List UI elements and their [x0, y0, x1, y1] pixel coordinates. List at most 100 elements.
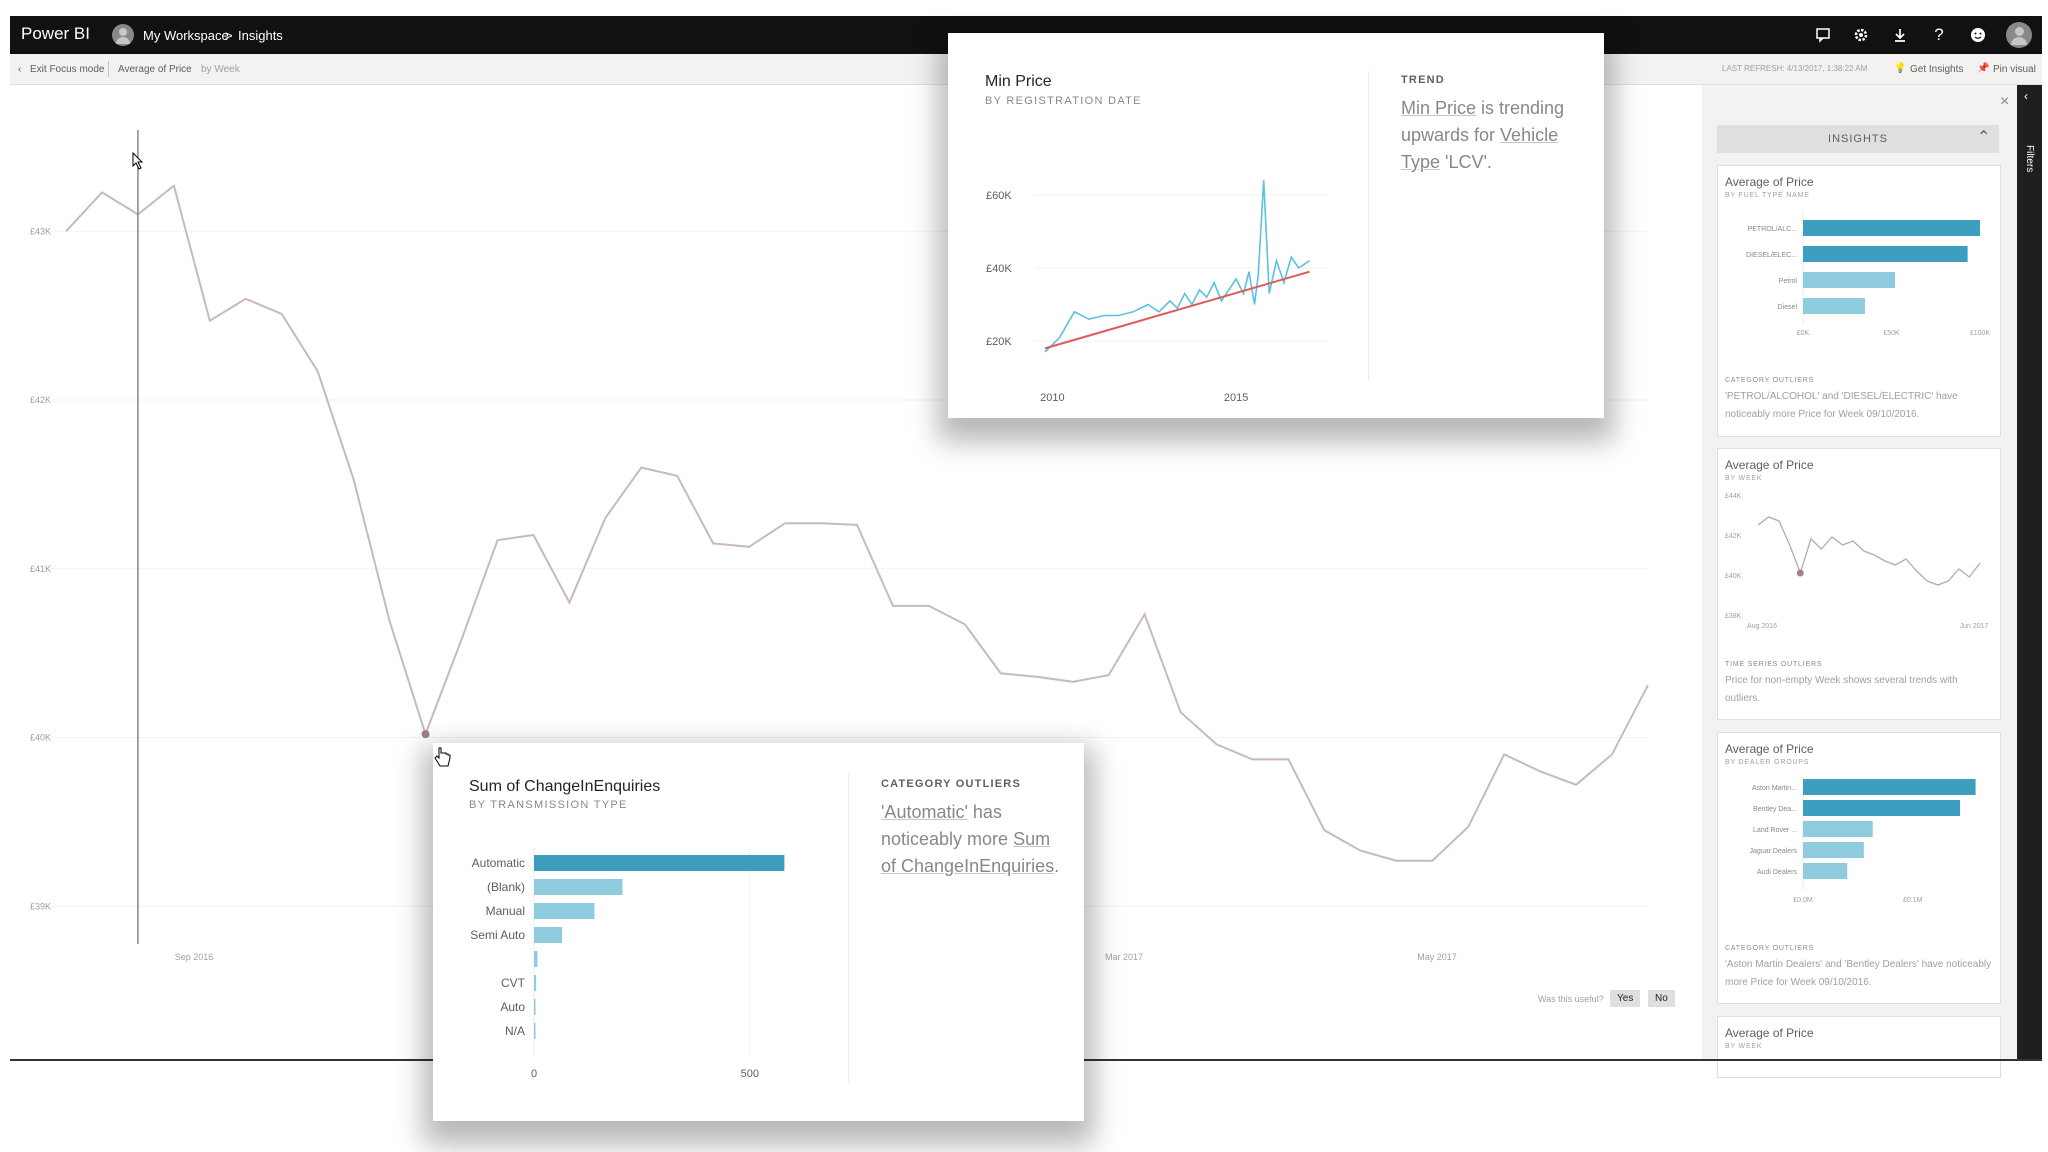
outlier-card-subtitle: BY TRANSMISSION TYPE: [469, 799, 628, 811]
category-label: DIESEL/ELEC...: [1746, 252, 1797, 259]
insight-card-week[interactable]: Average of Price BY WEEK £44K £42K £40K £38…: [1717, 448, 2001, 720]
category-label: Aston Martin...: [1752, 785, 1797, 792]
category-label: Manual: [486, 904, 525, 918]
insight-card-fuel-type[interactable]: Average of Price BY FUEL TYPE NAME PETRO…: [1717, 165, 2001, 437]
y-tick-label: £44K: [1725, 493, 1742, 500]
bar: [1803, 863, 1848, 879]
divider: [108, 61, 109, 77]
y-tick-label: £60K: [986, 190, 1012, 202]
feedback-no-button[interactable]: No: [1648, 990, 1675, 1007]
breadcrumb-page[interactable]: Insights: [238, 28, 283, 43]
focused-visual-title: Average of Price: [118, 64, 192, 75]
trend-insight-card[interactable]: Min Price BY REGISTRATION DATE £60K £40K £…: [948, 33, 1604, 418]
x-tick-label: £0.1M: [1903, 897, 1923, 903]
help-icon[interactable]: ?: [1934, 25, 1944, 44]
outlier-card-title: Sum of ChangeInEnquiries: [469, 778, 661, 795]
insight-term-measure[interactable]: Min Price: [1401, 98, 1477, 118]
week-series-line: [1757, 516, 1981, 586]
week-line-chart: £44K £42K £40K £38K Aug 2016 Jun 2017: [1725, 493, 1989, 630]
bar: [534, 975, 537, 991]
category-label: Automatic: [472, 856, 525, 870]
insight-card-week-2[interactable]: Average of Price BY WEEK: [1717, 1016, 2001, 1078]
x-tick-label: £0.0M: [1793, 897, 1813, 903]
bar: [1803, 220, 1980, 236]
card-divider: [1368, 71, 1369, 381]
bar: [534, 927, 563, 943]
bar: [534, 879, 623, 895]
min-price-series-line: [1044, 180, 1311, 353]
bar: [534, 1023, 536, 1039]
pin-visual-button[interactable]: Pin visual: [1993, 64, 2036, 75]
y-tick-label: £41K: [30, 564, 51, 574]
transmission-bar-chart: Automatic (Blank) Manual Semi Auto CVT Auto N/…: [470, 848, 785, 1080]
category-outlier-card[interactable]: Sum of ChangeInEnquiries BY TRANSMISSION…: [433, 743, 1084, 1121]
bar: [1803, 821, 1873, 837]
x-tick-label: Aug 2016: [1747, 623, 1777, 630]
filters-label[interactable]: Filters: [2024, 145, 2035, 173]
bar: [1803, 298, 1865, 314]
outlier-insight-text: 'Automatic' has noticeably more Sum of C…: [881, 799, 1061, 880]
back-chevron-icon[interactable]: ‹: [18, 64, 22, 75]
pin-icon[interactable]: 📌: [1977, 63, 1990, 74]
smiley-icon[interactable]: [1965, 22, 1991, 48]
was-this-useful-label: Was this useful?: [1538, 994, 1604, 1004]
outlier-point: [421, 730, 430, 739]
trend-line: [1044, 270, 1310, 350]
insight-term-category[interactable]: 'Automatic': [881, 802, 968, 822]
insight-term-measure[interactable]: Sum of ChangeInEnquiries: [881, 829, 1055, 876]
x-tick-label: Mar 2017: [1105, 952, 1143, 962]
x-tick-label: £50K: [1883, 330, 1900, 336]
category-label: Jaguar Dealers: [1750, 848, 1798, 855]
bar: [534, 855, 785, 871]
category-label: Bentley Dea...: [1753, 806, 1797, 813]
x-tick-label: £0K: [1797, 330, 1810, 336]
category-label: Land Rover ...: [1753, 827, 1797, 834]
outlier-insight-header: CATEGORY OUTLIERS: [881, 778, 1021, 790]
get-insights-button[interactable]: Get Insights: [1910, 64, 1964, 75]
expand-chevron-icon[interactable]: ‹: [2024, 89, 2028, 103]
insight-text-fragment: 'LCV'.: [1440, 152, 1492, 172]
gear-icon[interactable]: [1848, 22, 1874, 48]
hand-cursor-icon: [434, 747, 451, 767]
bar: [1803, 246, 1968, 262]
insight-card-outlier-header: CATEGORY OUTLIERS: [1725, 377, 1815, 384]
bar: [1803, 842, 1864, 858]
avatar-icon[interactable]: [2006, 22, 2032, 48]
chat-icon[interactable]: [1810, 22, 1836, 48]
price-series-line: [65, 183, 1649, 862]
lightbulb-icon[interactable]: 💡: [1894, 63, 1907, 74]
insights-header[interactable]: INSIGHTS ⌃: [1717, 125, 1999, 153]
download-icon[interactable]: [1887, 22, 1913, 48]
bar: [1803, 800, 1961, 816]
bar: [1803, 779, 1976, 795]
dealer-groups-bar-chart: Aston Martin... Bentley Dea... Land Rover …: [1750, 777, 1976, 903]
insight-term-field[interactable]: Vehicle Type: [1401, 125, 1559, 172]
last-refresh: LAST REFRESH: 4/13/2017, 1:38:22 AM: [1722, 64, 1868, 73]
insight-card-dealer-groups[interactable]: Average of Price BY DEALER GROUPS Aston …: [1717, 732, 2001, 1004]
insight-card-description: Price for non-empty Week shows several t…: [1725, 675, 1958, 704]
insight-text-fragment: .: [1054, 856, 1060, 876]
workspace-avatar-icon: [112, 24, 134, 46]
y-tick-label: £40K: [986, 263, 1012, 275]
insight-card-subtitle: BY WEEK: [1725, 475, 1763, 482]
category-label: Diesel: [1778, 304, 1798, 311]
breadcrumb-workspace[interactable]: My Workspace: [143, 28, 229, 43]
close-icon[interactable]: ×: [2000, 93, 2010, 110]
bar: [1803, 272, 1896, 288]
x-tick-label: £100K: [1970, 330, 1991, 336]
category-label: N/A: [505, 1024, 525, 1038]
category-label: PETROL/ALC...: [1748, 226, 1797, 233]
feedback-yes-button[interactable]: Yes: [1610, 990, 1641, 1007]
filters-pane-collapsed[interactable]: ‹ Filters: [2017, 85, 2042, 1059]
category-label: CVT: [501, 976, 526, 990]
app-name[interactable]: Power BI: [21, 24, 90, 43]
exit-focus-mode-button[interactable]: Exit Focus mode: [30, 64, 105, 75]
y-tick-label: £20K: [986, 336, 1012, 348]
insight-card-title: Average of Price: [1725, 458, 1814, 472]
insight-text-fragment: is trending upwards for: [1401, 98, 1565, 145]
trend-insight-header: TREND: [1401, 74, 1445, 86]
collapse-chevron-icon[interactable]: ⌃: [1977, 129, 1991, 146]
category-label: (Blank): [487, 880, 525, 894]
category-label: Semi Auto: [470, 928, 525, 942]
